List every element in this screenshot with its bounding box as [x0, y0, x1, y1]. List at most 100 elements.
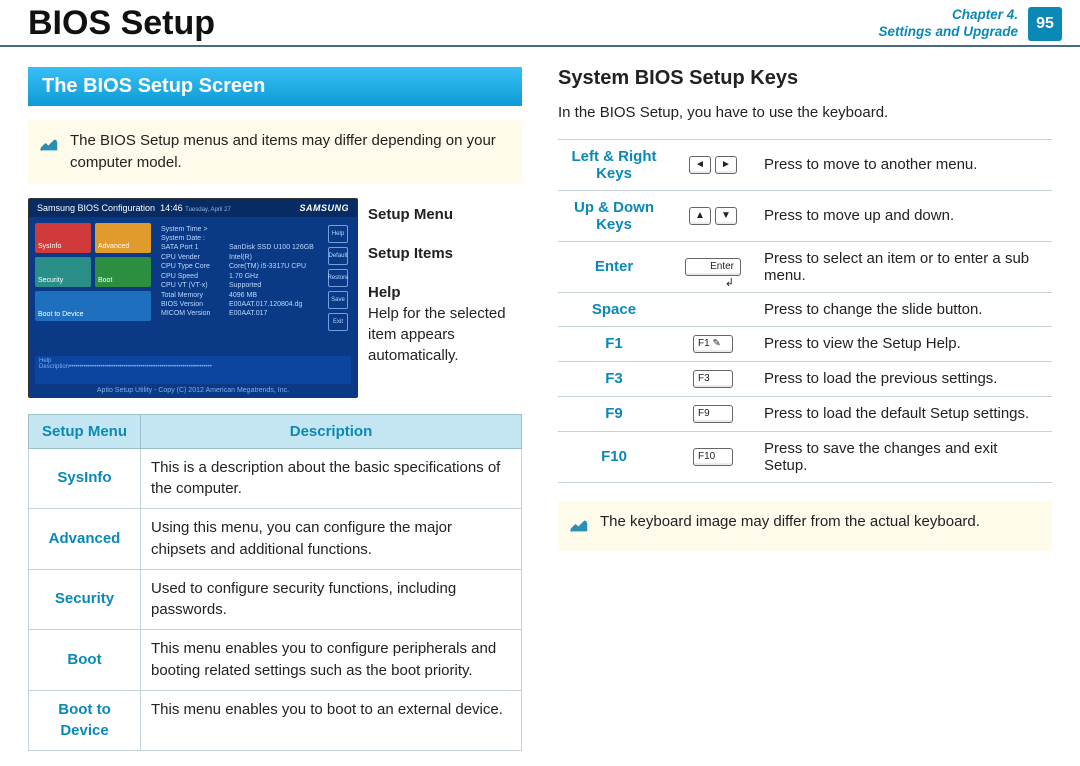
bios-screenshot: Samsung BIOS Configuration 14:46 Tuesday…: [28, 198, 358, 398]
table-row: EnterEnter↲Press to select an item or to…: [558, 241, 1052, 292]
keyboard-note-text: The keyboard image may differ from the a…: [600, 511, 980, 542]
key-desc: Press to load the previous settings.: [756, 361, 1052, 396]
bios-info-row: CPU VT (VT-x)Supported: [161, 281, 319, 290]
table-row: Boot toDeviceThis menu enables you to bo…: [29, 690, 522, 751]
key-desc: Press to view the Setup Help.: [756, 326, 1052, 361]
callout-help-body: Help for the selected item appears autom…: [368, 303, 522, 366]
bios-side-icon: Help: [328, 225, 348, 243]
key-image: F1 ✎: [670, 326, 756, 361]
key-desc: Press to move to another menu.: [756, 139, 1052, 190]
bios-help-strip: HelpDescription•••••••••••••••••••••••••…: [35, 356, 351, 384]
bios-info-row: SATA Port 1SanDisk SSD U100 126GB: [161, 243, 319, 252]
table-row: AdvancedUsing this menu, you can configu…: [29, 509, 522, 570]
bios-info-row: Total Memory4096 MB: [161, 291, 319, 300]
table-row: Up & DownKeys▲▼Press to move up and down…: [558, 190, 1052, 241]
tile-boot-to-device: Boot to Device: [35, 291, 151, 321]
callout-help-title: Help: [368, 282, 522, 303]
menu-desc: Used to configure security functions, in…: [141, 569, 522, 630]
bios-side-icon: Exit: [328, 313, 348, 331]
key-image: ▲▼: [670, 190, 756, 241]
table-row: SysInfoThis is a description about the b…: [29, 448, 522, 509]
key-image: F3: [670, 361, 756, 396]
page-title: BIOS Setup: [28, 4, 215, 43]
bios-footer: Aptio Setup Utility - Copy (C) 2012 Amer…: [29, 384, 357, 397]
tile-security: Security: [35, 257, 91, 287]
bios-info-row: System Time >: [161, 225, 319, 234]
keys-heading: System BIOS Setup Keys: [558, 67, 1052, 90]
menu-desc: This menu enables you to boot to an exte…: [141, 690, 522, 751]
bios-info-row: System Date :: [161, 234, 319, 243]
note-icon: [38, 130, 60, 174]
key-desc: Press to move up and down.: [756, 190, 1052, 241]
bios-info-panel: System Time >System Date :SATA Port 1San…: [157, 223, 319, 354]
page-header: BIOS Setup Chapter 4. Settings and Upgra…: [0, 0, 1080, 47]
table-row: F9F9Press to load the default Setup sett…: [558, 396, 1052, 431]
menu-desc: Using this menu, you can configure the m…: [141, 509, 522, 570]
key-image: F10: [670, 431, 756, 482]
keys-intro: In the BIOS Setup, you have to use the k…: [558, 102, 1052, 125]
tile-sysinfo: SysInfo: [35, 223, 91, 253]
key-desc: Press to save the changes and exit Setup…: [756, 431, 1052, 482]
table-row: Left & RightKeys◄►Press to move to anoth…: [558, 139, 1052, 190]
key-image: ◄►: [670, 139, 756, 190]
key-image: Enter↲: [670, 241, 756, 292]
tile-advanced: Advanced: [95, 223, 151, 253]
page-number-badge: 95: [1028, 7, 1062, 41]
bios-tiles: SysInfo Advanced Security Boot Boot to D…: [35, 223, 151, 354]
callout-setup-items: Setup Items: [368, 243, 522, 264]
key-label: F3: [558, 361, 670, 396]
key-label: F1: [558, 326, 670, 361]
menu-key: Boot toDevice: [29, 690, 141, 751]
key-desc: Press to change the slide button.: [756, 292, 1052, 326]
key-label: F9: [558, 396, 670, 431]
chapter-box: Chapter 4. Settings and Upgrade 95: [878, 7, 1080, 41]
samsung-logo: SAMSUNG: [299, 203, 349, 213]
right-column: System BIOS Setup Keys In the BIOS Setup…: [558, 67, 1052, 751]
chapter-label: Chapter 4. Settings and Upgrade: [878, 7, 1018, 39]
left-column: The BIOS Setup Screen The BIOS Setup men…: [28, 67, 522, 751]
menu-key: SysInfo: [29, 448, 141, 509]
bios-info-row: CPU Speed1.70 GHz: [161, 272, 319, 281]
note-icon: [568, 511, 590, 542]
key-label: Space: [558, 292, 670, 326]
key-label: F10: [558, 431, 670, 482]
key-desc: Press to select an item or to enter a su…: [756, 241, 1052, 292]
key-label: Left & RightKeys: [558, 139, 670, 190]
table-row: BootThis menu enables you to configure p…: [29, 630, 522, 691]
table-row: F3F3Press to load the previous settings.: [558, 361, 1052, 396]
tile-boot: Boot: [95, 257, 151, 287]
menu-table-col2: Description: [141, 414, 522, 448]
bios-info-row: CPU VenderIntel(R): [161, 253, 319, 262]
note-text: The BIOS Setup menus and items may diffe…: [70, 130, 510, 174]
bios-side-icon: Save: [328, 291, 348, 309]
setup-menu-table: Setup Menu Description SysInfoThis is a …: [28, 414, 522, 752]
bios-side-icon: Restore: [328, 269, 348, 287]
key-image: F9: [670, 396, 756, 431]
table-row: F1F1 ✎Press to view the Setup Help.: [558, 326, 1052, 361]
key-desc: Press to load the default Setup settings…: [756, 396, 1052, 431]
menu-desc: This menu enables you to configure perip…: [141, 630, 522, 691]
bios-info-row: CPU Type CoreCore(TM) i5-3317U CPU: [161, 262, 319, 271]
section-title-bar: The BIOS Setup Screen: [28, 67, 522, 106]
table-row: SecurityUsed to configure security funct…: [29, 569, 522, 630]
table-row: Space Press to change the slide button.: [558, 292, 1052, 326]
callout-setup-menu: Setup Menu: [368, 204, 522, 225]
keyboard-note: The keyboard image may differ from the a…: [558, 501, 1052, 552]
bios-info-row: MICOM VersionE00AAT.017: [161, 309, 319, 318]
menu-key: Security: [29, 569, 141, 630]
key-image: [670, 292, 756, 326]
table-row: F10F10Press to save the changes and exit…: [558, 431, 1052, 482]
bios-keys-table: Left & RightKeys◄►Press to move to anoth…: [558, 139, 1052, 483]
menu-table-col1: Setup Menu: [29, 414, 141, 448]
note-box: The BIOS Setup menus and items may diffe…: [28, 120, 522, 184]
screenshot-callouts: Setup Menu Setup Items Help Help for the…: [368, 198, 522, 398]
menu-key: Boot: [29, 630, 141, 691]
bios-info-row: BIOS VersionE00AAT.017.120804.dg: [161, 300, 319, 309]
menu-desc: This is a description about the basic sp…: [141, 448, 522, 509]
screenshot-row: Samsung BIOS Configuration 14:46 Tuesday…: [28, 198, 522, 398]
bios-side-icons: Help Default Restore Save Exit: [325, 223, 351, 354]
bios-side-icon: Default: [328, 247, 348, 265]
bios-titlebar: Samsung BIOS Configuration 14:46 Tuesday…: [29, 199, 357, 217]
key-label: Up & DownKeys: [558, 190, 670, 241]
key-label: Enter: [558, 241, 670, 292]
